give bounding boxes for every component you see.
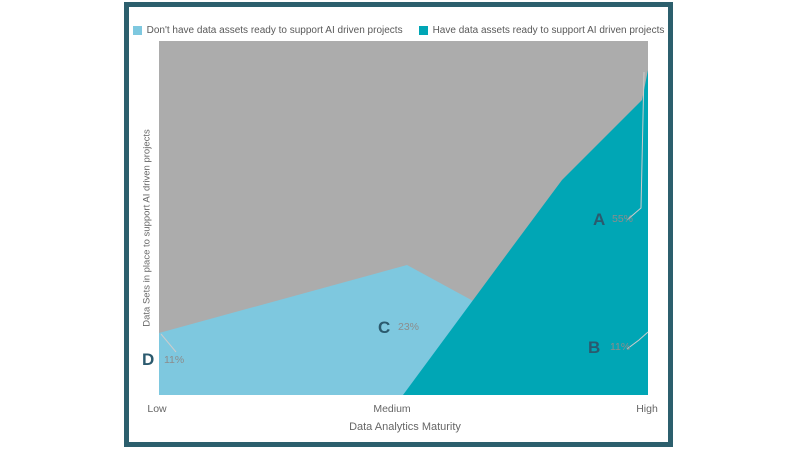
annotation-c-value: 23% bbox=[398, 321, 419, 333]
area-chart-plot: A 55% B 11% C 23% D 11% bbox=[142, 41, 649, 395]
y-axis-title: Data Sets in place to support AI driven … bbox=[141, 129, 153, 327]
chart-card: Don't have data assets ready to support … bbox=[124, 2, 673, 447]
legend: Don't have data assets ready to support … bbox=[129, 25, 668, 36]
legend-item-have[interactable]: Have data assets ready to support AI dri… bbox=[418, 25, 665, 36]
legend-swatch-have-icon bbox=[418, 26, 428, 35]
series-dont-have-area bbox=[159, 265, 475, 395]
annotation-a-value: 55% bbox=[612, 213, 633, 225]
leader-line-b bbox=[626, 331, 649, 350]
annotation-c-letter: C bbox=[378, 318, 390, 337]
annotation-a-letter: A bbox=[593, 210, 605, 229]
x-tick-high: High bbox=[636, 403, 658, 415]
legend-swatch-dont-have-icon bbox=[132, 26, 142, 35]
legend-label-dont-have: Don't have data assets ready to support … bbox=[146, 25, 403, 36]
annotation-d-value: 11% bbox=[164, 354, 184, 366]
annotation-b-value: 11% bbox=[610, 341, 630, 353]
x-axis-title: Data Analytics Maturity bbox=[349, 421, 461, 433]
series-have-area bbox=[403, 70, 648, 395]
legend-item-dont-have[interactable]: Don't have data assets ready to support … bbox=[132, 25, 403, 36]
leader-line-a bbox=[626, 71, 645, 221]
x-tick-low: Low bbox=[147, 403, 167, 415]
leader-line-d bbox=[160, 333, 177, 353]
annotation-d-letter: D bbox=[142, 350, 154, 369]
legend-label-have: Have data assets ready to support AI dri… bbox=[432, 25, 665, 36]
annotation-b-letter: B bbox=[588, 338, 600, 357]
x-tick-medium: Medium bbox=[373, 403, 411, 415]
